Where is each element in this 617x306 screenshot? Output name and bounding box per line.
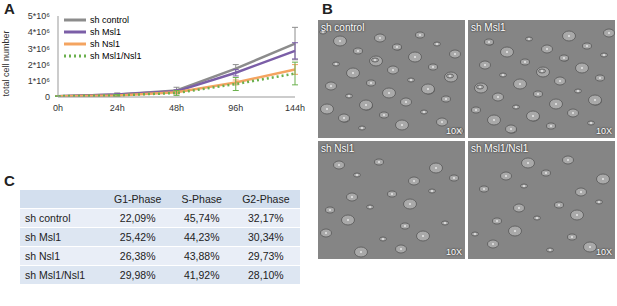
html-text:sh Msl1/Nsl1: sh Msl1/Nsl1 — [471, 143, 529, 154]
html-text:41,92%: 41,92% — [183, 269, 220, 281]
html-text:44,23%: 44,23% — [183, 231, 220, 243]
svg-text:48h: 48h — [169, 103, 184, 113]
html-text:sh Msl1/Nsl1: sh Msl1/Nsl1 — [90, 51, 142, 61]
html-text:A: A — [4, 0, 15, 17]
html-text:sh Nsl1: sh Nsl1 — [25, 250, 60, 262]
svg-text:1*10⁶: 1*10⁶ — [28, 76, 51, 86]
svg-text:144h: 144h — [285, 103, 305, 113]
svg-text:4*10⁶: 4*10⁶ — [28, 27, 51, 37]
html-text:sh Nsl1: sh Nsl1 — [90, 39, 120, 49]
svg-text:5*10⁶: 5*10⁶ — [28, 11, 51, 21]
svg-text:24h: 24h — [110, 103, 125, 113]
html-text:30,34%: 30,34% — [248, 231, 284, 243]
html-text:sh Msl1: sh Msl1 — [25, 231, 62, 243]
html-text:C: C — [4, 172, 15, 189]
html-text:29,98%: 29,98% — [119, 269, 156, 281]
html-text:sh control: sh control — [90, 15, 129, 25]
html-text:43,88%: 43,88% — [183, 250, 220, 262]
html-text:26,38%: 26,38% — [119, 250, 156, 262]
svg-text:0h: 0h — [53, 103, 63, 113]
html-text:10X: 10X — [596, 126, 612, 136]
html-text:22,09%: 22,09% — [119, 212, 156, 224]
html-text:sh Msl1: sh Msl1 — [471, 22, 506, 33]
svg-text:3*10⁶: 3*10⁶ — [28, 44, 51, 54]
html-text:S-Phase: S-Phase — [181, 193, 222, 205]
html-text:sh Msl1: sh Msl1 — [90, 27, 121, 37]
html-text:G2-Phase: G2-Phase — [242, 193, 290, 205]
svg-text:0: 0 — [45, 92, 50, 102]
html-text:B: B — [322, 0, 333, 17]
html-text:10X: 10X — [446, 126, 462, 136]
svg-text:total cell number: total cell number — [1, 30, 11, 96]
html-text:G1-Phase: G1-Phase — [114, 193, 162, 205]
html-text:10X: 10X — [446, 247, 462, 257]
html-text:28,10%: 28,10% — [248, 269, 284, 281]
html-text:25,42%: 25,42% — [119, 231, 156, 243]
svg-text:96h: 96h — [228, 103, 243, 113]
html-text:32,17%: 32,17% — [248, 212, 284, 224]
html-text:10X: 10X — [596, 247, 612, 257]
html-text:sh Msl1/Nsl1: sh Msl1/Nsl1 — [25, 269, 86, 281]
html-text:sh Nsl1: sh Nsl1 — [321, 143, 355, 154]
html-text:45,74%: 45,74% — [183, 212, 220, 224]
html-text:sh control: sh control — [25, 212, 71, 224]
svg-text:2*10⁶: 2*10⁶ — [28, 60, 51, 70]
html-text:29,73%: 29,73% — [248, 250, 284, 262]
html-text:sh control: sh control — [321, 22, 365, 33]
